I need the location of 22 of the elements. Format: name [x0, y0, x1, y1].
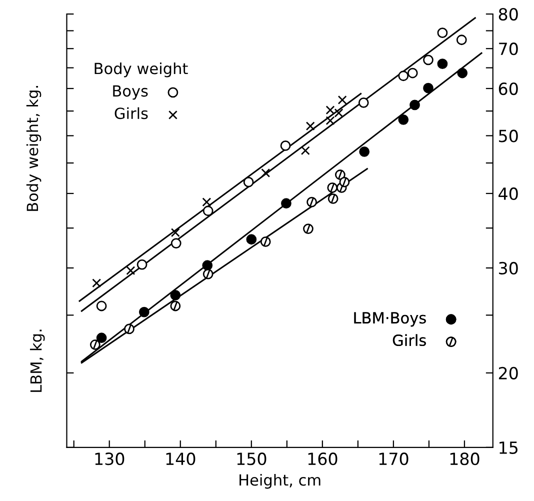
- legend-label: Girls: [114, 107, 148, 120]
- x-tick-label: 180: [450, 452, 480, 466]
- y-tick-label: 60: [498, 82, 518, 96]
- legend-label: Boys: [113, 85, 148, 100]
- x-tick-label: 130: [95, 452, 124, 466]
- y-tick-label: 50: [499, 130, 518, 142]
- y-tick-label: 20: [498, 366, 518, 380]
- x-tick-label: 140: [166, 452, 196, 466]
- x-tick-label: 160: [308, 452, 338, 466]
- y-tick-label: 30: [499, 262, 518, 275]
- y-tick-label: 15: [500, 442, 518, 454]
- legend-title: Body weight: [94, 62, 188, 78]
- x-tick-label: 150: [237, 452, 266, 466]
- y-tick-label: 70: [499, 42, 518, 56]
- x-tick-label: 170: [379, 452, 408, 466]
- y-tick-label: 80: [498, 8, 518, 21]
- y-tick-label: 40: [498, 187, 518, 200]
- text: LBM, kg.: [30, 330, 45, 392]
- legend-label: LBM·Boys: [354, 312, 426, 327]
- x-axis-title: Height, cm: [240, 474, 320, 489]
- legend-label: Girls: [392, 334, 426, 346]
- y-axis-title: Body weight, kg.: [26, 86, 42, 211]
